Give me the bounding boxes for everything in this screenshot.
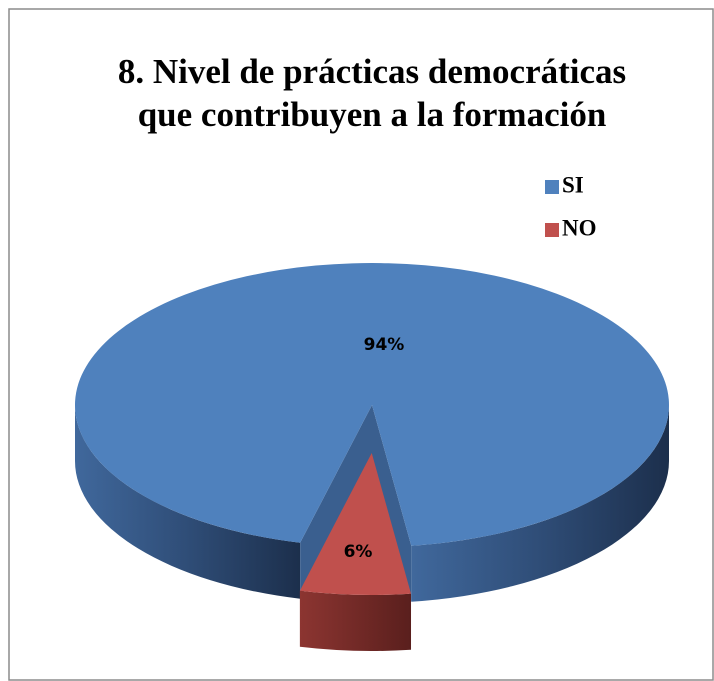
legend-swatch <box>545 223 559 237</box>
data-label: 94% <box>364 335 405 355</box>
pie-cut-face <box>372 405 412 602</box>
pie-side <box>411 405 669 602</box>
chart-title: que contribuyen a la formación <box>138 95 607 134</box>
pie-side <box>299 590 412 651</box>
pie-slice <box>299 453 412 595</box>
pie-slice <box>75 262 670 546</box>
chart-title: 8. Nivel de prácticas democráticas <box>118 52 626 91</box>
legend-label: NO <box>562 215 597 240</box>
legend-label: SI <box>562 172 584 197</box>
pie-cut-face <box>300 405 372 599</box>
data-label: 6% <box>344 542 373 562</box>
pie-side <box>74 405 301 599</box>
legend-swatch <box>545 180 559 194</box>
